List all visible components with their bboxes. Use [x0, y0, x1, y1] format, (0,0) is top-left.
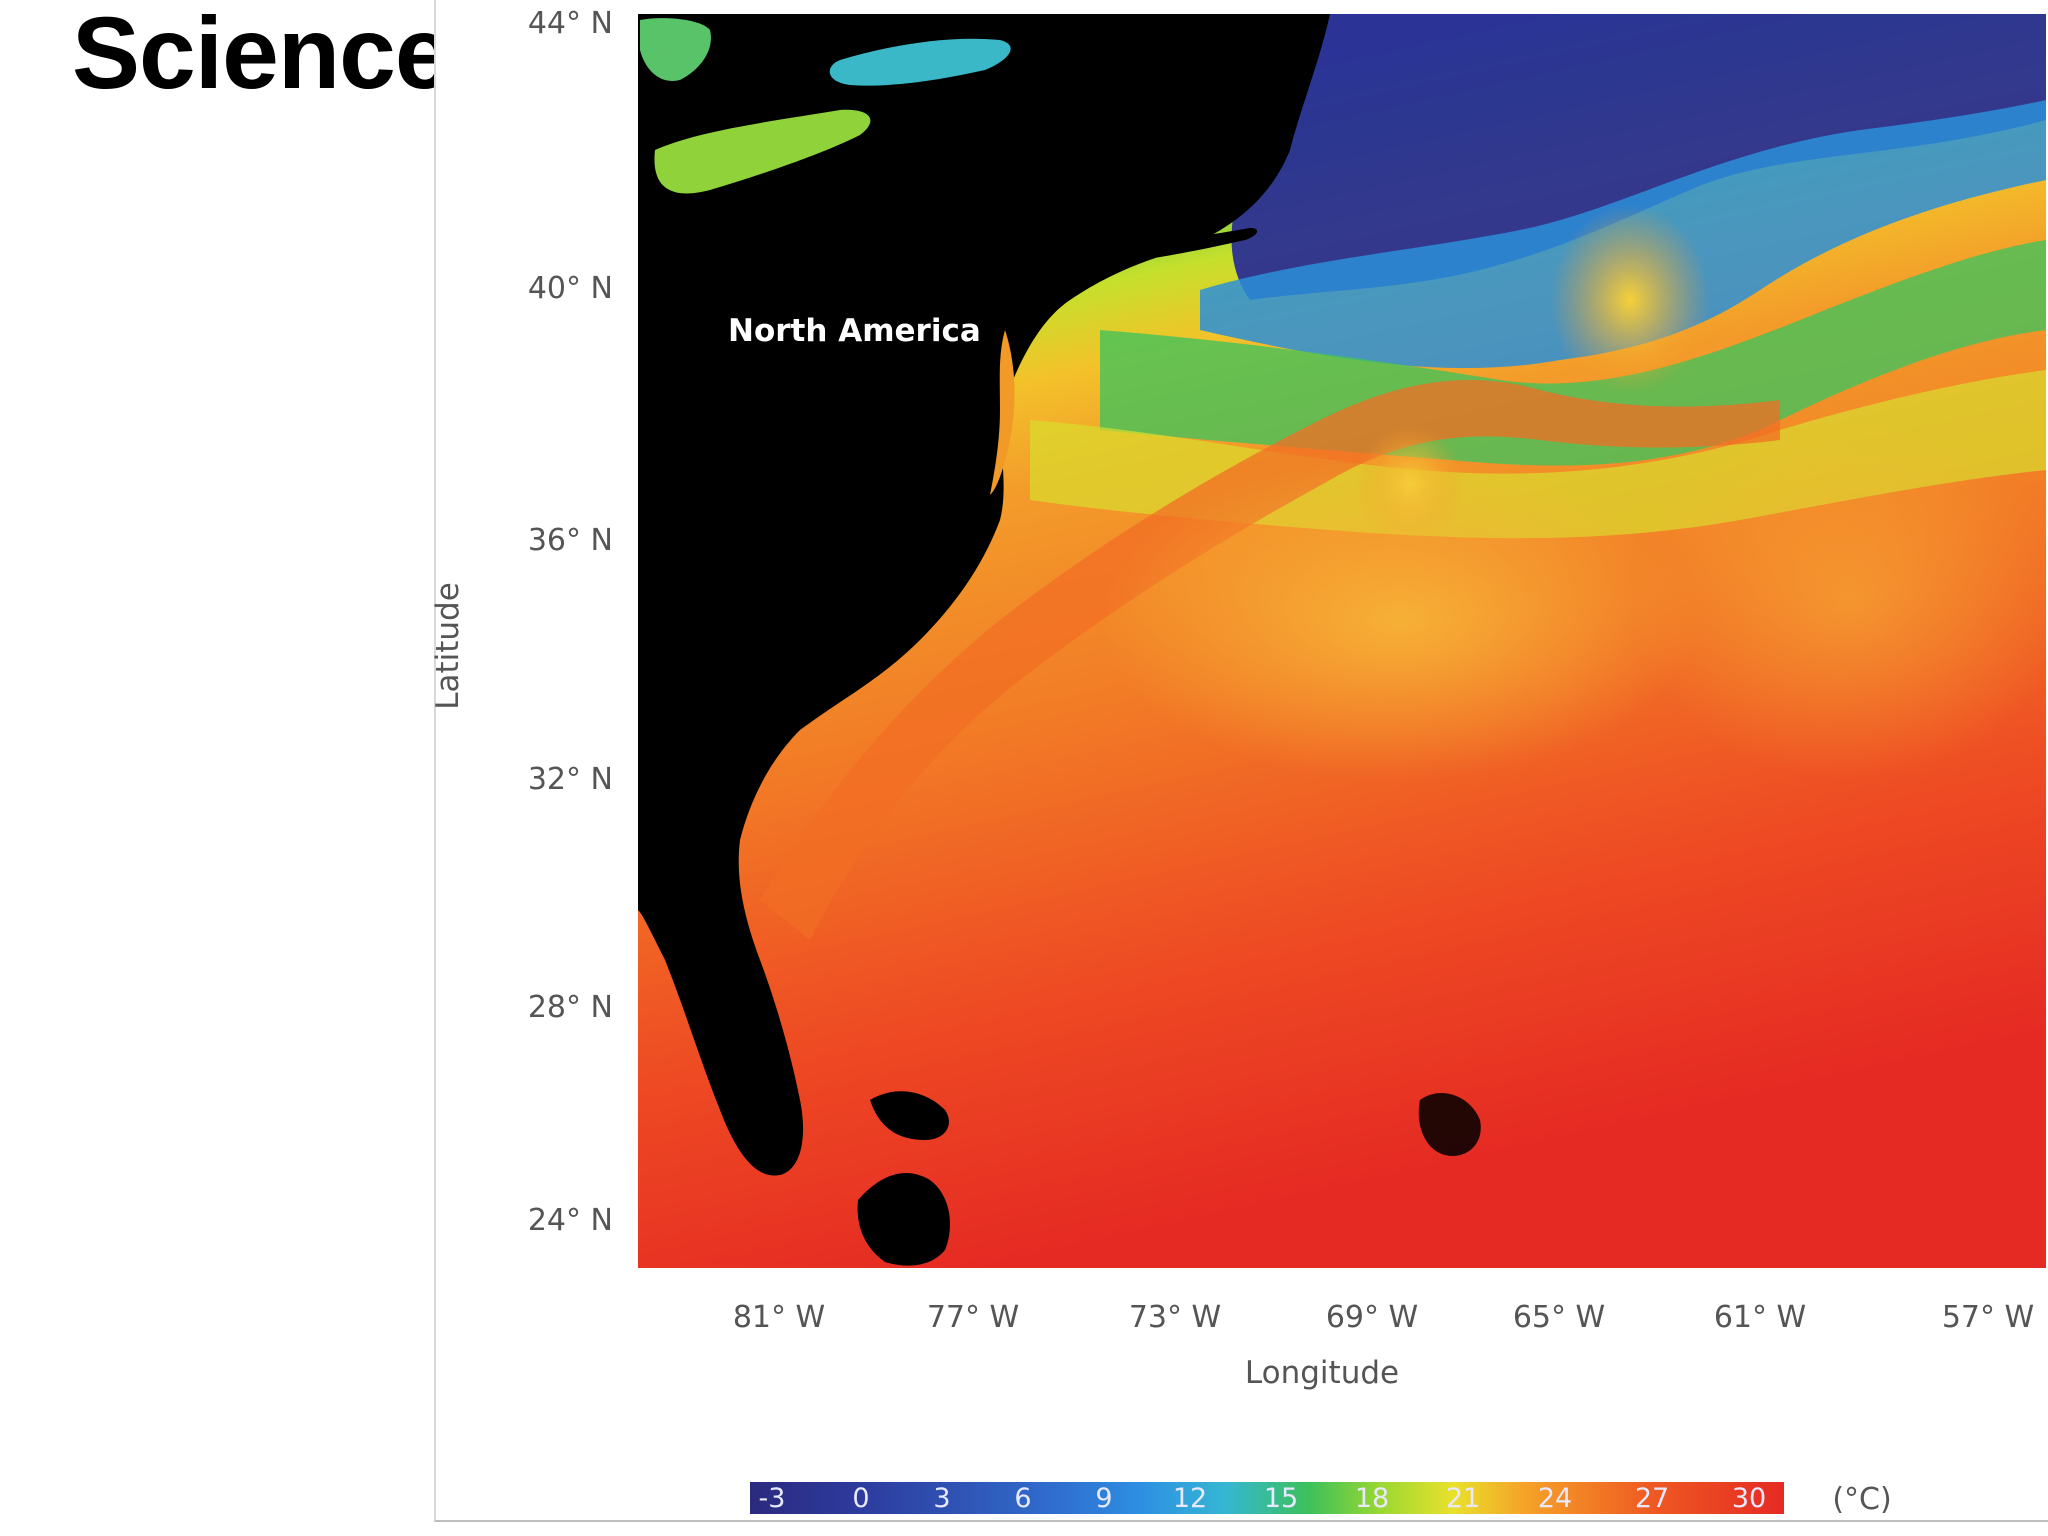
- longitude-tick-57w: 57° W: [1942, 1300, 2034, 1335]
- longitude-axis-title: Longitude: [1245, 1355, 1399, 1391]
- colorbar: -3 0 3 6 9 12 15 18 21 24 27 30 (°C): [750, 1482, 1892, 1517]
- colorbar-tick: 15: [1264, 1483, 1298, 1514]
- colorbar-tick: 21: [1446, 1483, 1480, 1514]
- warm-water-patch: [1100, 460, 1700, 780]
- longitude-tick-69w: 69° W: [1326, 1300, 1418, 1335]
- colorbar-tick: 18: [1355, 1483, 1389, 1514]
- chesapeake-bay: [990, 330, 1015, 495]
- bahamas-island-landmass: [857, 1172, 950, 1266]
- warm-core-eddy-north: [1550, 205, 1710, 395]
- latitude-tick-28n: 28° N: [528, 990, 613, 1025]
- longitude-tick-73w: 73° W: [1129, 1300, 1221, 1335]
- slide-title: Science: [72, 0, 434, 110]
- colorbar-tick: 3: [933, 1483, 950, 1514]
- lake-huron: [640, 18, 711, 81]
- latitude-tick-32n: 32° N: [528, 762, 613, 797]
- colorbar-tick: -3: [759, 1483, 786, 1514]
- colorbar-tick: 27: [1635, 1483, 1669, 1514]
- colorbar-tick: 0: [852, 1483, 869, 1514]
- latitude-axis-title: Latitude: [430, 582, 466, 710]
- warm-water-patch-east: [1630, 420, 2046, 780]
- longitude-tick-61w: 61° W: [1714, 1300, 1806, 1335]
- colorbar-tick: 30: [1732, 1483, 1766, 1514]
- cold-water-region: [1231, 14, 2046, 300]
- colorbar-tick: 24: [1538, 1483, 1572, 1514]
- longitude-tick-77w: 77° W: [927, 1300, 1019, 1335]
- colorbar-tick: 9: [1095, 1483, 1112, 1514]
- colorbar-unit: (°C): [1832, 1482, 1891, 1517]
- colorbar-tick: 6: [1014, 1483, 1031, 1514]
- latitude-axis: 44° N 40° N 36° N 32° N 28° N 24° N: [528, 6, 613, 1238]
- longitude-tick-81w: 81° W: [733, 1300, 825, 1335]
- bahamas-island-small: [870, 1091, 949, 1140]
- latitude-tick-36n: 36° N: [528, 523, 613, 558]
- latitude-tick-24n: 24° N: [528, 1203, 613, 1238]
- bermuda-shoals: [1418, 1092, 1481, 1156]
- longitude-axis: 81° W 77° W 73° W 69° W 65° W 61° W 57° …: [733, 1300, 2034, 1335]
- lake-ontario: [829, 38, 1011, 86]
- longitude-tick-65w: 65° W: [1513, 1300, 1605, 1335]
- latitude-tick-40n: 40° N: [528, 271, 613, 306]
- north-america-landmass: [638, 14, 1330, 1176]
- region-label: North America: [728, 313, 981, 349]
- latitude-tick-44n: 44° N: [528, 6, 613, 41]
- colorbar-gradient: [750, 1482, 1784, 1514]
- long-island: [1140, 228, 1258, 260]
- colorbar-tick: 12: [1173, 1483, 1207, 1514]
- lake-erie: [654, 109, 871, 194]
- map-panel: North America: [638, 14, 2046, 1268]
- temperate-water-band: [1100, 240, 2046, 466]
